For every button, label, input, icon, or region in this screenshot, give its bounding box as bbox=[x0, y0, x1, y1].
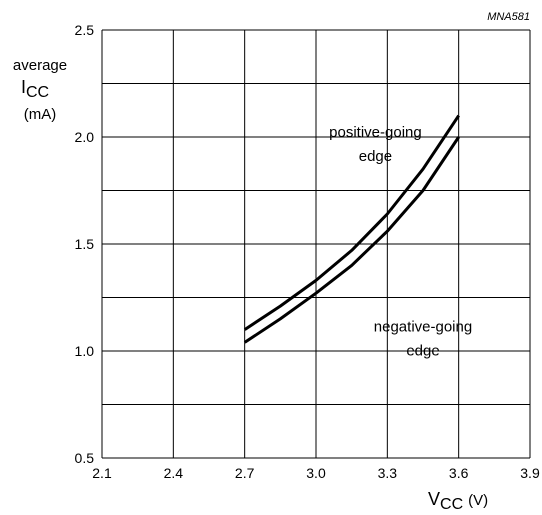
grid bbox=[101, 29, 531, 459]
annotation-negative-line1: negative-going bbox=[374, 319, 472, 336]
y-tick-label: 0.5 bbox=[75, 450, 95, 466]
x-tick-label: 2.4 bbox=[164, 465, 184, 481]
series-line-negative-going bbox=[243, 136, 460, 344]
x-tick-label: 3.6 bbox=[449, 465, 469, 481]
y-axis-label: average ICC (mA) bbox=[13, 57, 67, 123]
y-axis-label-var: ICC bbox=[21, 77, 49, 101]
x-tick-label: 3.0 bbox=[306, 465, 326, 481]
y-tick-label: 1.0 bbox=[75, 343, 95, 359]
y-tick-label: 2.0 bbox=[75, 129, 95, 145]
tick-labels: 2.1 2.4 2.7 3.0 3.3 3.6 3.9 2.5 2.0 1.5 1.0 0.5 bbox=[75, 22, 540, 481]
series-layer bbox=[243, 114, 460, 344]
x-tick-label: 3.3 bbox=[378, 465, 398, 481]
y-axis-label-unit: (mA) bbox=[24, 106, 57, 123]
x-tick-label: 3.9 bbox=[520, 465, 540, 481]
x-tick-label: 2.1 bbox=[92, 465, 112, 481]
series-line-positive-going bbox=[243, 114, 460, 331]
annotation-positive-going: positive-going edge bbox=[329, 124, 422, 165]
annotation-positive-line1: positive-going bbox=[329, 124, 422, 141]
annotation-negative-line2: edge bbox=[406, 343, 439, 360]
annotation-positive-line2: edge bbox=[359, 148, 392, 165]
y-tick-label: 1.5 bbox=[75, 236, 95, 252]
figure-id: MNA581 bbox=[487, 11, 530, 23]
y-axis-label-main: average bbox=[13, 57, 67, 74]
annotation-negative-going: negative-going edge bbox=[374, 319, 472, 360]
y-tick-label: 2.5 bbox=[75, 22, 95, 38]
x-tick-label: 2.7 bbox=[235, 465, 255, 481]
x-axis-label: VCC (V) bbox=[428, 489, 488, 513]
